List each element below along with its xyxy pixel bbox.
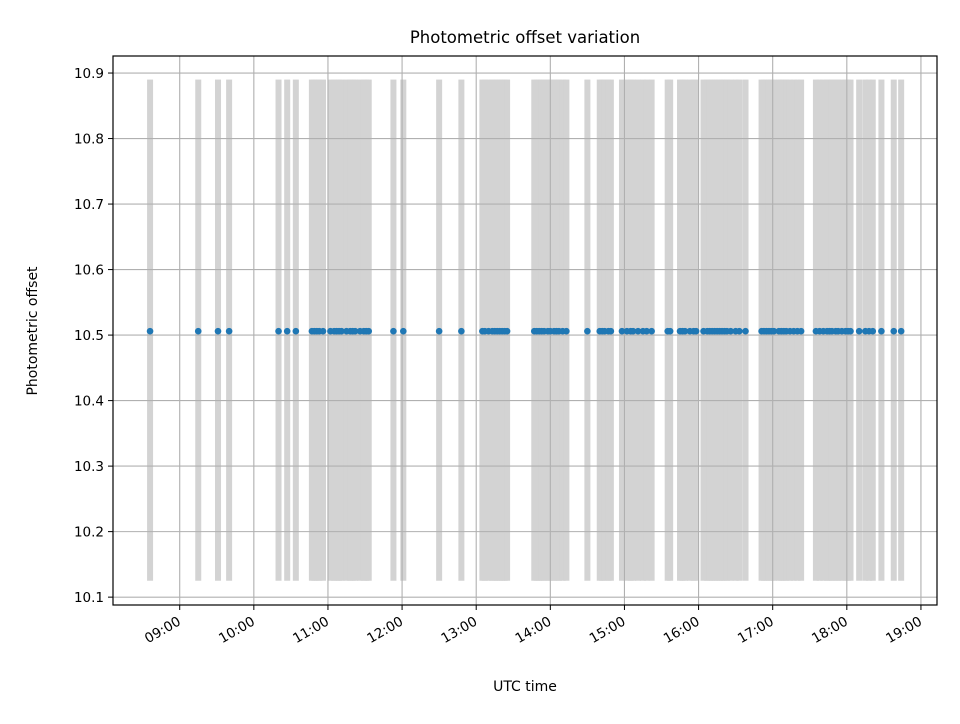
plot-frame	[112, 55, 938, 606]
data-point-56	[607, 327, 615, 335]
data-point-100	[797, 327, 805, 335]
data-point-63	[643, 327, 650, 335]
data-point-57	[618, 327, 626, 335]
y-tick-label-4: 10.5	[74, 328, 104, 344]
data-point-72	[692, 327, 700, 335]
data-point-60	[629, 327, 637, 335]
data-point-38	[503, 327, 511, 335]
data-point-118	[890, 327, 898, 335]
y-tick-label-0: 10.1	[74, 590, 104, 606]
data-point-61	[634, 327, 642, 335]
y-tick-label-5: 10.6	[74, 263, 104, 279]
data-point-25	[390, 327, 397, 335]
data-point-116	[869, 327, 877, 335]
data-point-119	[897, 327, 905, 335]
data-point-66	[666, 327, 674, 335]
y-tick-label-7: 10.8	[74, 132, 104, 148]
data-point-3	[225, 327, 233, 335]
data-point-69	[681, 327, 689, 335]
data-point-1	[194, 327, 202, 335]
data-point-113	[855, 327, 863, 335]
data-point-27	[435, 327, 443, 335]
data-point-83	[727, 327, 734, 335]
y-tick-label-3: 10.4	[74, 394, 104, 410]
data-point-0	[146, 327, 154, 335]
data-point-2	[214, 327, 222, 335]
y-tick-label-2: 10.3	[74, 459, 104, 475]
y-tick-label-8: 10.9	[74, 66, 104, 82]
data-point-51	[584, 327, 591, 335]
data-point-64	[648, 327, 655, 335]
x-axis-label: UTC time	[493, 679, 557, 695]
y-tick-label-1: 10.2	[74, 525, 104, 541]
data-point-20	[351, 327, 359, 335]
y-axis-label: Photometric offset	[25, 266, 41, 396]
data-point-6	[292, 327, 300, 335]
chart-title: Photometric offset variation	[410, 28, 640, 47]
offset-points	[146, 327, 905, 335]
data-point-26	[400, 327, 407, 335]
y-tick-label-6: 10.7	[74, 197, 104, 213]
data-point-86	[742, 327, 749, 335]
data-point-112	[847, 327, 854, 335]
data-point-11	[319, 327, 327, 335]
data-point-85	[736, 327, 743, 335]
data-point-5	[283, 327, 291, 335]
data-point-92	[770, 327, 778, 335]
data-point-4	[275, 327, 282, 335]
data-point-24	[365, 327, 373, 335]
data-point-16	[338, 327, 345, 335]
data-point-28	[458, 327, 465, 335]
data-point-50	[563, 327, 570, 335]
data-point-117	[878, 327, 885, 335]
